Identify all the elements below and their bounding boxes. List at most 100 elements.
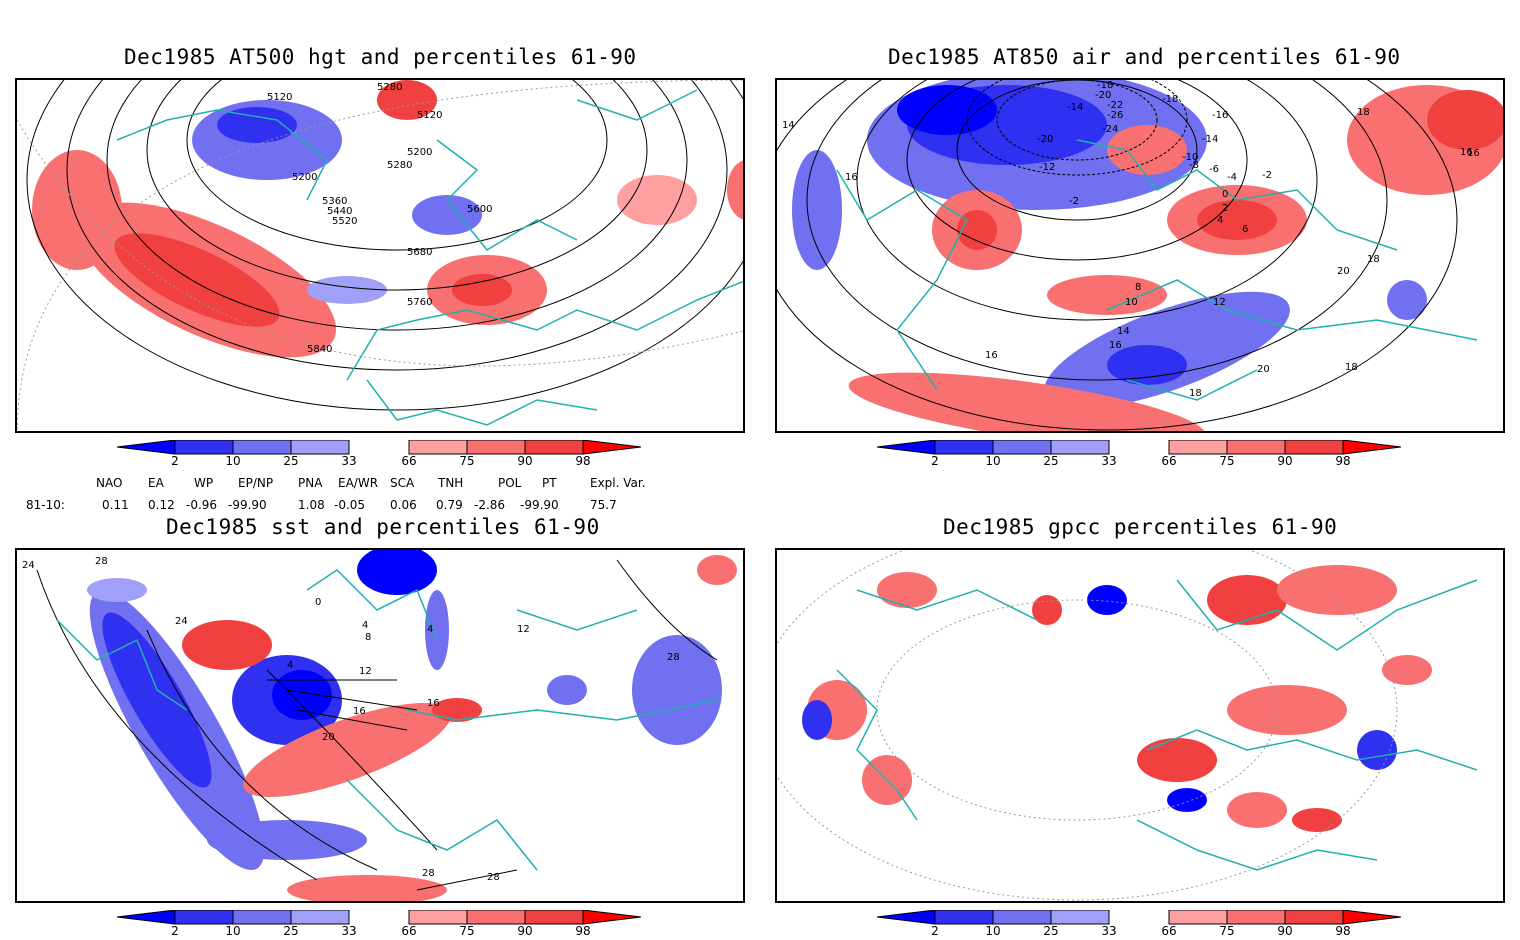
contour-label: 12 [517, 624, 530, 635]
contour-label: 16 [845, 172, 858, 183]
contour-label: 14 [782, 120, 795, 131]
colorbar-tick: 75 [459, 924, 475, 938]
map-air850: -18 -20 -22 -18 -14 -26 -24 -16 -20 -14 … [777, 80, 1503, 431]
contour-label: 16 [985, 350, 998, 361]
contour-label: 16 [1460, 147, 1473, 158]
index-header-wp: WP [194, 476, 214, 490]
map-sst: 24 28 24 0 4 4 8 12 4 16 16 20 28 28 28 … [22, 550, 737, 901]
contour-label: 5200 [407, 147, 432, 158]
colorbar-swatches [116, 910, 642, 925]
index-value-pol: -2.86 [474, 498, 506, 512]
colorbar-swatches [116, 440, 642, 455]
colorbar-tick: 2 [171, 924, 179, 938]
contour-label: -20 [1037, 134, 1053, 145]
colorbar-tick: 10 [225, 454, 241, 468]
contour-label: 5440 [327, 206, 352, 217]
index-value-nao: 0.11 [102, 498, 129, 512]
contour-label: -12 [1039, 162, 1055, 173]
index-header-ea: EA [148, 476, 164, 490]
contour-label: -18 [1162, 94, 1178, 105]
colorbar-tick: 98 [575, 924, 591, 938]
contour-label: 18 [1357, 107, 1370, 118]
colorbar-tick: 75 [1219, 924, 1235, 938]
map-hgt500: 5120 5280 5120 5200 5280 5200 5360 5440 … [17, 80, 743, 431]
colorbar-top-right: 2 10 25 33 66 75 90 98 [875, 440, 1405, 470]
colorbar-tick: 90 [1277, 454, 1293, 468]
colorbar-tick: 25 [1043, 454, 1059, 468]
colorbar-tick: 90 [517, 454, 533, 468]
contour-label: -22 [1107, 100, 1123, 111]
contour-label: -26 [1107, 110, 1123, 121]
colorbar-bottom-left: 2 10 25 33 66 75 90 98 [115, 910, 645, 940]
contour-label: -2 [1069, 196, 1079, 207]
index-header-eawr: EA/WR [338, 476, 379, 490]
contour-label: 4 [1217, 215, 1223, 226]
contour-label: 5120 [267, 92, 292, 103]
index-value-pt: -99.90 [520, 498, 559, 512]
contour-label: 28 [422, 868, 435, 879]
panel-title-air850: Dec1985 AT850 air and percentiles 61-90 [888, 45, 1401, 69]
contour-label: 20 [322, 732, 335, 743]
colorbar-tick: 25 [283, 454, 299, 468]
colorbar-bottom-right: 2 10 25 33 66 75 90 98 [875, 910, 1405, 940]
contour-label: -24 [1102, 124, 1118, 135]
contour-label: 8 [1135, 282, 1141, 293]
contour-label: 6 [1242, 224, 1248, 235]
contour-label: 5280 [377, 82, 402, 93]
map-gpcc [777, 550, 1478, 901]
colorbar-tick: 10 [225, 924, 241, 938]
contour-label: 28 [95, 556, 108, 567]
map-panel-gpcc [775, 548, 1505, 903]
index-header-nao: NAO [96, 476, 123, 490]
index-value-ea: 0.12 [148, 498, 175, 512]
colorbar-tick: 66 [401, 924, 417, 938]
contour-label: 12 [359, 666, 372, 677]
colorbar-tick: 66 [1161, 924, 1177, 938]
contour-label: 16 [1109, 340, 1122, 351]
index-value-explvar: 75.7 [590, 498, 617, 512]
contour-label: -2 [1262, 170, 1272, 181]
index-value-wp: -0.96 [186, 498, 218, 512]
contour-label: 5360 [322, 196, 347, 207]
contour-label: 24 [22, 560, 35, 571]
contour-label: -14 [1202, 134, 1218, 145]
index-row-label: 81-10: [26, 498, 65, 512]
contour-label: 4 [287, 660, 293, 671]
colorbar-tick: 75 [1219, 454, 1235, 468]
colorbar-tick: 25 [1043, 924, 1059, 938]
contour-label: 0 [1222, 189, 1228, 200]
contour-label: 5120 [417, 110, 442, 121]
colorbar-swatches [876, 910, 1402, 925]
contour-label: 5280 [387, 160, 412, 171]
contour-label: -6 [1209, 164, 1219, 175]
contour-label: 5840 [307, 344, 332, 355]
colorbar-tick: 66 [1161, 454, 1177, 468]
contour-label: 18 [1189, 388, 1202, 399]
contour-label: 16 [1467, 148, 1480, 159]
contour-label: -8 [1189, 160, 1199, 171]
colorbar-tick: 2 [931, 924, 939, 938]
panel-title-gpcc: Dec1985 gpcc percentiles 61-90 [943, 515, 1338, 539]
contour-label: 20 [1337, 266, 1350, 277]
contour-label: -16 [1212, 110, 1228, 121]
index-value-eawr: -0.05 [334, 498, 366, 512]
contour-label: -18 [1097, 80, 1113, 91]
contour-label: -4 [1227, 172, 1237, 183]
contour-label: 24 [175, 616, 188, 627]
index-header-pt: PT [542, 476, 557, 490]
contour-label: 5520 [332, 216, 357, 227]
colorbar-tick: 2 [171, 454, 179, 468]
index-value-sca: 0.06 [390, 498, 417, 512]
contour-label: 5600 [467, 204, 492, 215]
map-panel-air850: -18 -20 -22 -18 -14 -26 -24 -16 -20 -14 … [775, 78, 1505, 433]
contour-label: 5680 [407, 247, 432, 258]
contour-label: 16 [427, 698, 440, 709]
index-header-sca: SCA [390, 476, 415, 490]
contour-label: 14 [1117, 326, 1130, 337]
contour-label: 20 [1257, 364, 1270, 375]
colorbar-tick: 33 [341, 924, 357, 938]
contour-label: -20 [1095, 90, 1111, 101]
contour-label: 12 [1213, 297, 1226, 308]
contour-label: 28 [667, 652, 680, 663]
colorbar-tick: 2 [931, 454, 939, 468]
